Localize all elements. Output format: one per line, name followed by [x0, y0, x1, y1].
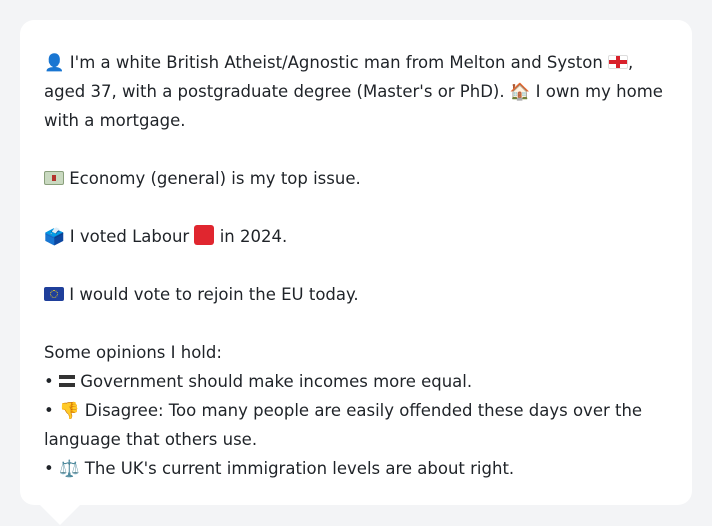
balance-scale-icon: ⚖️	[58, 459, 80, 478]
vote-text-2: in 2024.	[214, 227, 288, 246]
issue-paragraph: Economy (general) is my top issue.	[44, 164, 668, 193]
bubble-tail	[40, 505, 80, 525]
intro-paragraph: 👤 I'm a white British Atheist/Agnostic m…	[44, 48, 668, 135]
opinion-text: The UK's current immigration levels are …	[84, 459, 515, 478]
vote-text-1: I voted Labour	[69, 227, 195, 246]
list-item: • Government should make incomes more eq…	[44, 367, 668, 396]
heavy-equals-icon	[58, 375, 75, 387]
intro-text-2: , aged 37, with a postgraduate degree (M…	[44, 53, 634, 101]
opinions-list: • Government should make incomes more eq…	[44, 367, 668, 483]
bullet: •	[44, 372, 54, 391]
opinions-heading: Some opinions I hold:	[44, 343, 222, 362]
bullet: •	[44, 459, 54, 478]
issue-text: Economy (general) is my top issue.	[69, 169, 361, 188]
intro-text-1: I'm a white British Atheist/Agnostic man…	[69, 53, 609, 72]
bust-in-silhouette-icon: 👤	[44, 53, 65, 72]
opinion-text: Disagree: Too many people are easily off…	[44, 401, 643, 449]
intro-text-3: I own my home with a mortgage.	[44, 82, 663, 130]
message-bubble: 👤 I'm a white British Atheist/Agnostic m…	[20, 20, 692, 505]
eu-flag-icon	[44, 287, 64, 301]
eu-paragraph: I would vote to rejoin the EU today.	[44, 280, 668, 309]
house-icon: 🏠	[509, 82, 531, 101]
vote-paragraph: 🗳️ I voted Labour in 2024.	[44, 222, 668, 251]
england-flag-icon	[608, 55, 629, 69]
bullet: •	[44, 401, 54, 420]
banknote-icon	[44, 171, 64, 185]
list-item: • 👎 Disagree: Too many people are easily…	[44, 396, 668, 454]
red-square-icon	[194, 225, 215, 245]
thumbs-down-icon: 👎	[58, 401, 80, 420]
list-item: • ⚖️ The UK's current immigration levels…	[44, 454, 668, 483]
opinion-text: Government should make incomes more equa…	[80, 372, 473, 391]
eu-text: I would vote to rejoin the EU today.	[69, 285, 359, 304]
ballot-box-icon: 🗳️	[44, 227, 65, 246]
